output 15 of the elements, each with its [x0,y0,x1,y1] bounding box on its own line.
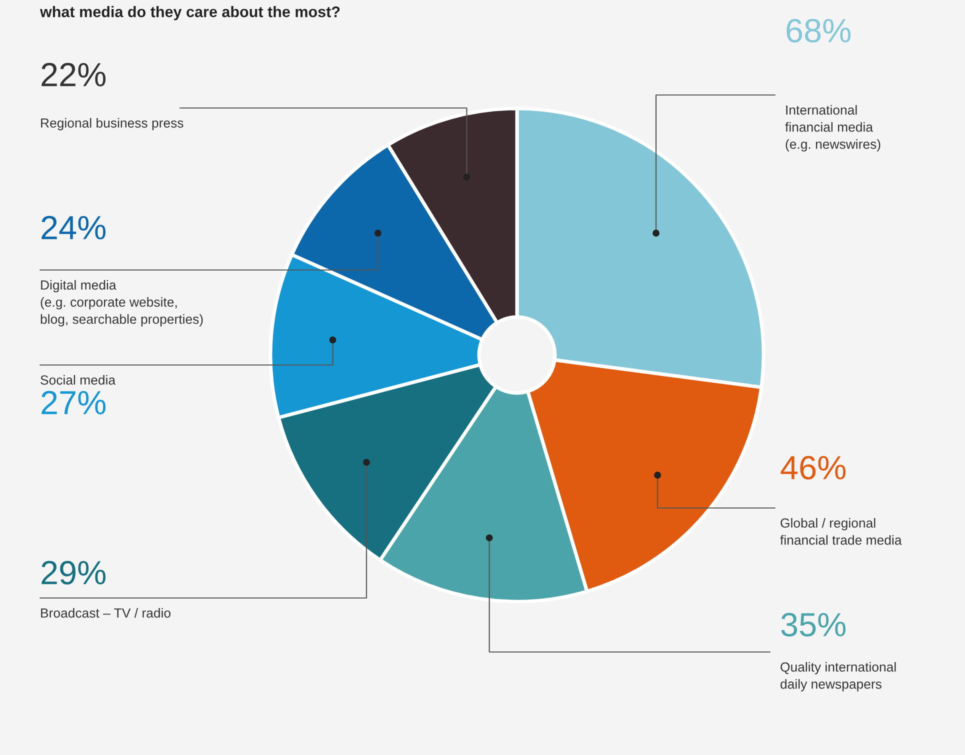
data-label: 29% [42,560,106,584]
data-label: 46% [780,456,846,480]
data-label: 24% [42,216,106,240]
slice-label: Regional business press [41,118,184,130]
slice-label: Global / regional financial trade media [780,518,902,545]
data-label: 22% [42,62,106,86]
chart-title: what media do they care about the most? [40,6,340,20]
slice-label: Quality international daily newspapers [780,662,896,692]
slice-label: Broadcast – TV / radio [41,608,170,618]
slice-label: Social media [40,375,116,385]
slice-label: International financial media (e.g. newswires) [785,105,880,152]
slice-label: Digital media (e.g. corporate website, blog, searchable properties) [40,280,203,326]
data-label: 35% [781,612,846,636]
data-label: 27% [42,390,106,414]
data-label: 68% [786,18,851,42]
